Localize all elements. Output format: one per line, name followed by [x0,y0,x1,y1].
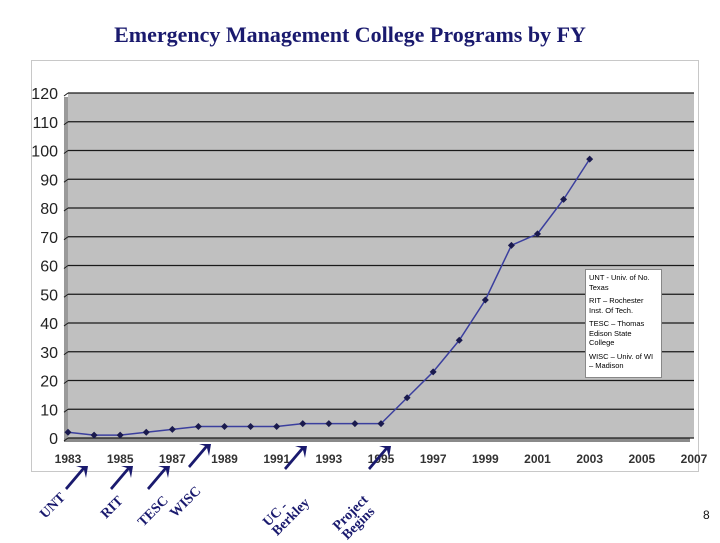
data-point [325,420,333,428]
x-tick-label: 1983 [55,452,82,466]
x-tick-label: 1999 [472,452,499,466]
data-point [351,420,359,428]
y-tick-label: 110 [32,115,58,132]
y-tick-label: 20 [40,374,58,391]
data-point [507,241,515,249]
legend-item-rit: RIT – Rochester Inst. Of Tech. [589,296,644,315]
gridline-depth [63,236,69,241]
data-point [481,296,489,304]
gridline-depth [63,380,69,384]
data-point [168,425,176,433]
data-point [221,423,228,430]
gridline-depth [63,150,69,154]
data-point [377,420,385,428]
legend: UNT - Univ. of No. Texas RIT – Rochester… [585,269,662,378]
y-tick-label: 90 [40,172,58,189]
legend-item-unt: UNT - Univ. of No. Texas [589,273,650,292]
gridline-depth [63,351,69,356]
x-tick-label: 1987 [159,452,186,466]
data-point [534,230,541,238]
y-tick-label: 40 [40,316,58,333]
x-tick-label: 1997 [420,452,447,466]
y-tick-label: 70 [40,230,58,247]
gridline-depth [63,408,69,413]
data-point [455,336,463,344]
milestone-arrow-icon [147,466,170,490]
y-tick-label: 80 [40,201,58,218]
y-tick-label: 120 [31,86,58,103]
gridline-depth [63,293,69,298]
data-point [247,423,255,430]
milestone-arrow-icon [65,466,88,490]
x-tick-label: 2003 [576,452,603,466]
x-tick-label: 1985 [107,452,134,466]
legend-item-wisc: WISC – Univ. of WI – Madison [589,351,654,371]
data-point [273,423,281,430]
y-tick-label: 100 [31,144,58,161]
gridline-depth [63,322,69,327]
gridline-depth [63,92,69,97]
y-tick-label: 10 [40,402,58,419]
page-number: 8 [703,508,710,522]
data-point [142,428,150,436]
x-tick-label: 1989 [211,452,238,466]
y-tick-label: 50 [40,287,58,304]
gridline-depth [63,121,69,126]
gridline-depth [63,207,69,212]
x-tick-label: 2007 [681,452,708,466]
data-point [403,394,411,402]
milestone-arrow-icon [110,466,133,490]
data-point [299,420,307,428]
chart-title: Emergency Management College Programs by… [114,22,586,47]
data-point [116,431,124,439]
gridline-depth [63,437,69,442]
x-tick-label: 2001 [524,452,551,466]
plot-wall [64,97,68,442]
data-point [194,423,202,430]
y-tick-label: 30 [40,345,58,362]
x-tick-label: 2005 [628,452,655,466]
legend-item-tesc: TESC – Thomas Edison State College [589,319,645,347]
x-tick-label: 1991 [263,452,290,466]
plot-floor [64,438,690,442]
milestone-arrow-icon [284,446,307,470]
x-tick-label: 1993 [315,452,342,466]
y-tick-label: 60 [40,259,58,276]
gridline-depth [63,178,69,183]
data-point [560,195,568,203]
milestone-arrow-icon [368,446,391,470]
gridline-depth [63,265,69,269]
data-point [90,431,98,439]
data-point [429,368,437,376]
data-point [64,428,72,436]
data-point [586,155,594,163]
y-tick-label: 0 [49,431,58,448]
milestone-arrow-icon [188,444,211,468]
